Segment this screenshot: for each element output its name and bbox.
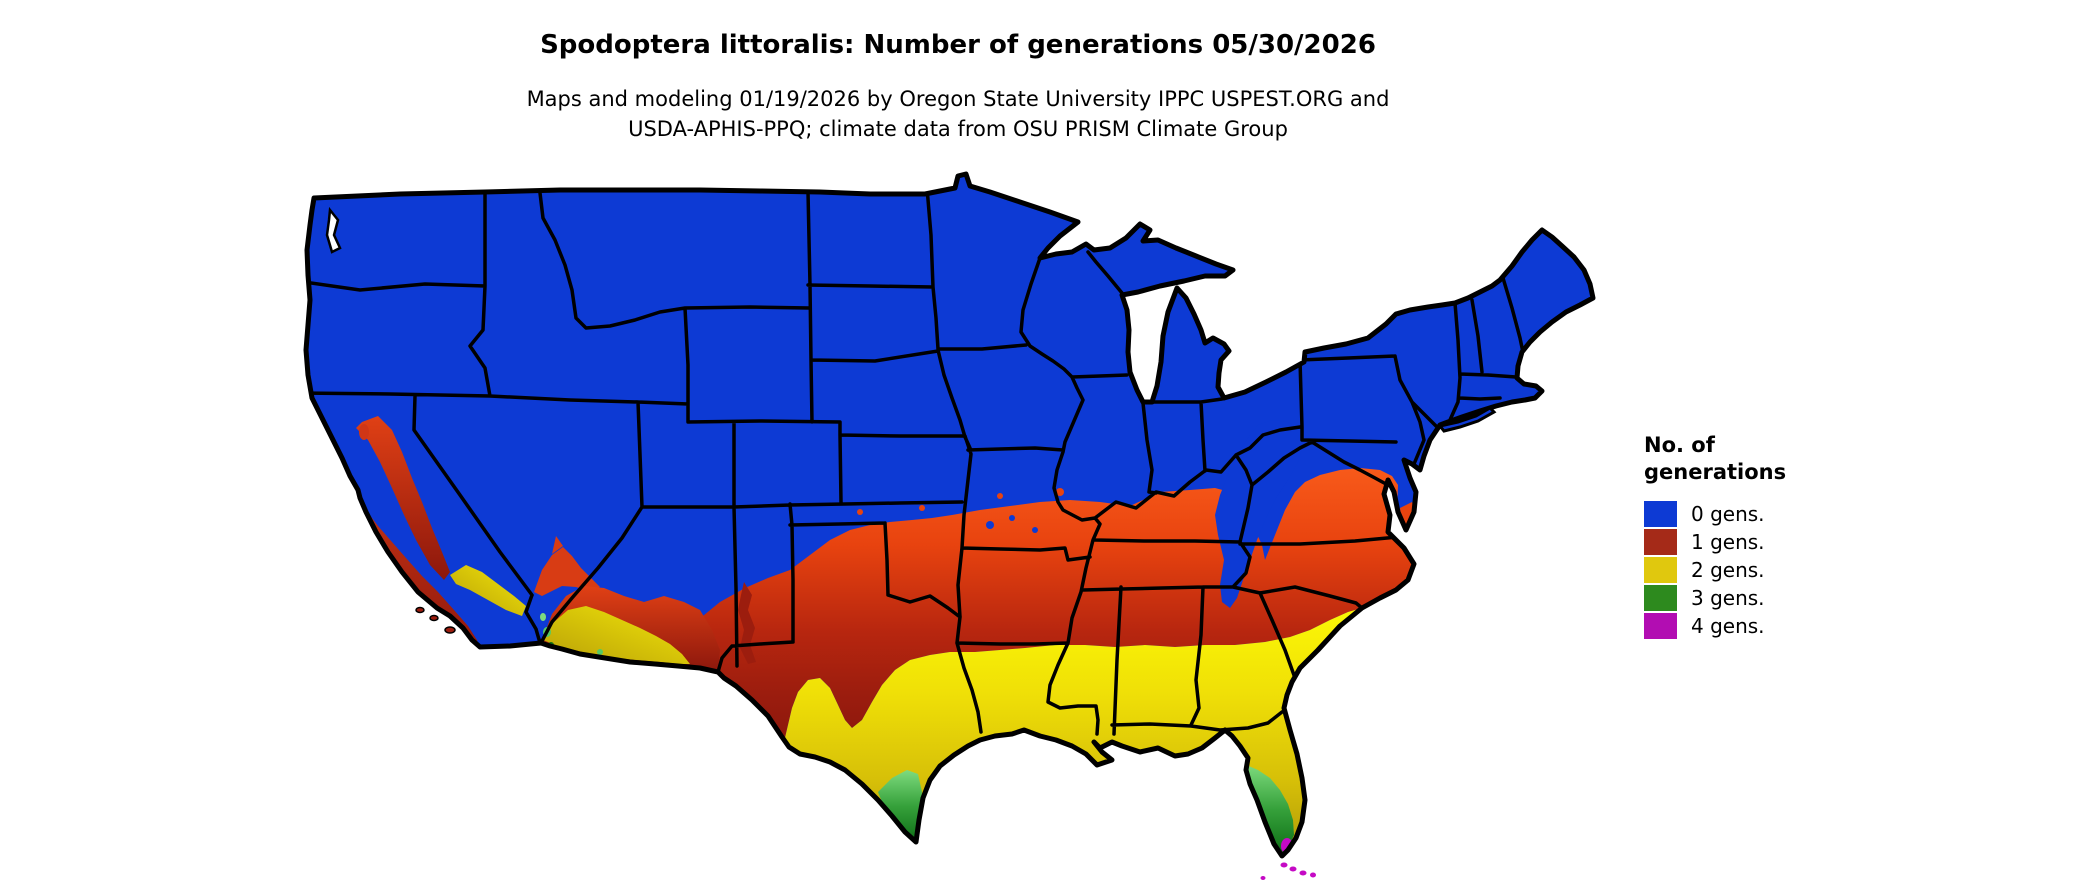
page-title: Spodoptera littoralis: Number of generat… bbox=[540, 30, 1376, 60]
us-generations-map bbox=[300, 140, 1600, 888]
long-island bbox=[1437, 406, 1497, 433]
legend-title-line-2: generations bbox=[1644, 460, 1787, 484]
legend-swatch-2-gens bbox=[1644, 557, 1677, 583]
legend: No. of generations 0 gens. 1 gens. 2 gen… bbox=[1644, 432, 1786, 640]
lake-st-clair bbox=[1219, 376, 1229, 384]
legend-title: No. of generations bbox=[1644, 432, 1786, 486]
legend-items: 0 gens. 1 gens. 2 gens. 3 gens. 4 gens. bbox=[1644, 500, 1786, 640]
legend-title-line-1: No. of bbox=[1644, 433, 1715, 457]
florida-keys-4-gens bbox=[1260, 862, 1316, 880]
us-outline bbox=[303, 171, 1596, 859]
legend-swatch-0-gens bbox=[1644, 501, 1677, 527]
legend-item-0-gens: 0 gens. bbox=[1644, 500, 1786, 528]
region-2-generations-band bbox=[784, 608, 1362, 856]
legend-item-3-gens: 3 gens. bbox=[1644, 584, 1786, 612]
region-rogue-valley-1-gen bbox=[359, 424, 369, 440]
legend-swatch-4-gens bbox=[1644, 613, 1677, 639]
state-borders bbox=[306, 186, 1527, 736]
legend-label-0-gens: 0 gens. bbox=[1691, 502, 1765, 526]
legend-label-3-gens: 3 gens. bbox=[1691, 586, 1765, 610]
title-block: Spodoptera littoralis: Number of generat… bbox=[527, 30, 1390, 144]
region-california-coast-1-gen bbox=[351, 492, 479, 647]
map-raster-layers bbox=[306, 174, 1593, 856]
subtitle-line-1: Maps and modeling 01/19/2026 by Oregon S… bbox=[526, 87, 1390, 111]
region-mojave-2-gens bbox=[450, 565, 526, 616]
legend-label-4-gens: 4 gens. bbox=[1691, 614, 1765, 638]
legend-item-2-gens: 2 gens. bbox=[1644, 556, 1786, 584]
puget-sound bbox=[325, 206, 342, 254]
channel-islands bbox=[415, 606, 425, 614]
region-south-texas-3-gens bbox=[878, 770, 922, 842]
legend-label-1-gens: 1 gens. bbox=[1691, 530, 1765, 554]
legend-swatch-1-gens bbox=[1644, 529, 1677, 555]
legend-item-1-gens: 1 gens. bbox=[1644, 528, 1786, 556]
subtitle-line-2: USDA-APHIS-PPQ; climate data from OSU PR… bbox=[628, 117, 1288, 141]
region-florida-3-gens bbox=[1244, 764, 1294, 854]
legend-label-2-gens: 2 gens. bbox=[1691, 558, 1765, 582]
legend-swatch-3-gens bbox=[1644, 585, 1677, 611]
legend-item-4-gens: 4 gens. bbox=[1644, 612, 1786, 640]
region-california-1-gen bbox=[356, 416, 450, 580]
region-arizona-2-gens bbox=[543, 606, 690, 664]
region-appalachian-blue-wedge bbox=[1215, 420, 1303, 608]
